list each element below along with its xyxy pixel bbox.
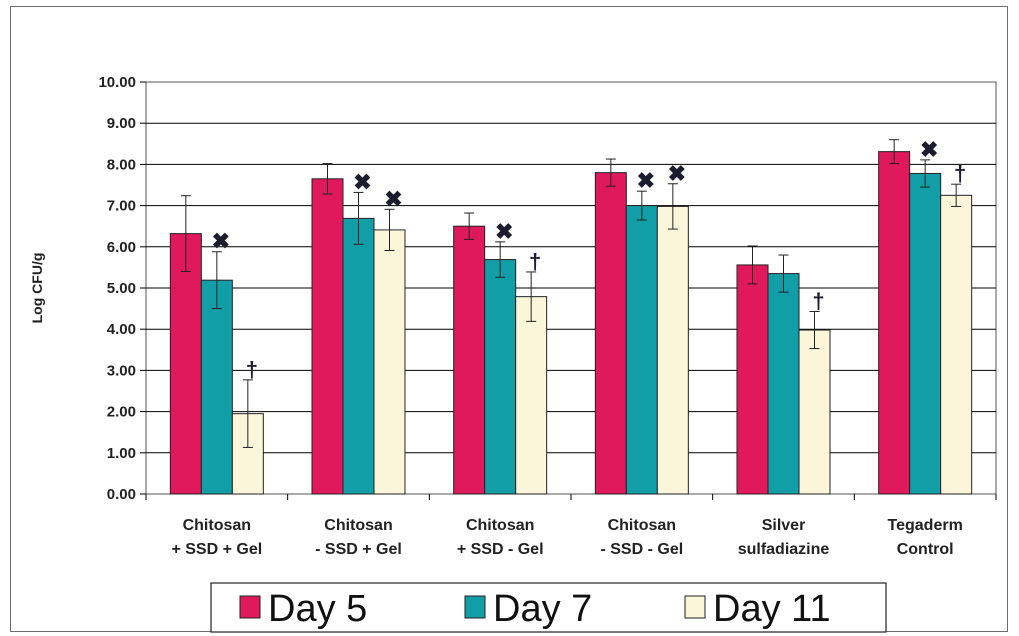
bar (594, 172, 627, 495)
bar (373, 229, 406, 495)
significance-marker: ✖ (920, 137, 938, 162)
x-category-label: Tegaderm (888, 517, 963, 534)
legend-swatch (684, 595, 706, 619)
x-category-label: Chitosan (183, 517, 251, 534)
legend-label: Day 11 (713, 588, 831, 630)
y-tick-label: 8.00 (107, 156, 136, 173)
y-tick-label: 10.00 (98, 74, 136, 91)
bar (736, 264, 769, 495)
y-tick-label: 4.00 (107, 321, 136, 338)
y-tick-label: 0.00 (107, 486, 136, 503)
y-tick-label: 3.00 (107, 362, 136, 379)
significance-marker: ✖ (384, 186, 402, 211)
significance-marker: ✖ (212, 229, 230, 254)
bar (878, 151, 911, 495)
x-category-label: sulfadiazine (738, 541, 830, 558)
y-tick-label: 9.00 (107, 115, 136, 132)
y-tick-label: 5.00 (107, 280, 136, 297)
bar (798, 329, 831, 495)
x-category-label: + SSD - Gel (457, 541, 544, 558)
bar (625, 205, 658, 495)
bar (169, 233, 202, 495)
bar (767, 273, 800, 495)
bar (484, 259, 517, 495)
significance-marker: † (529, 249, 541, 274)
y-tick-label: 2.00 (107, 404, 136, 421)
bar (656, 205, 689, 495)
x-category-label: Control (897, 541, 954, 558)
significance-marker: ✖ (353, 169, 371, 194)
bar (342, 217, 375, 495)
x-category-label: Silver (762, 517, 806, 534)
legend-label: Day 7 (493, 588, 592, 630)
bar (909, 172, 942, 495)
x-category-label: Chitosan (466, 517, 534, 534)
legend-swatch (464, 595, 486, 619)
significance-marker: † (812, 288, 824, 313)
x-category-label: - SSD + Gel (315, 541, 402, 558)
bar (515, 296, 548, 495)
y-axis-label: Log CFU/g (29, 253, 45, 324)
legend-box (210, 582, 887, 633)
legend-swatch (239, 595, 261, 619)
significance-marker: ✖ (495, 219, 513, 244)
bar (200, 279, 233, 495)
legend-label: Day 5 (268, 588, 367, 630)
significance-marker: ✖ (637, 168, 655, 193)
bar (940, 194, 973, 495)
bar (453, 225, 486, 495)
y-tick-label: 7.00 (107, 198, 136, 215)
significance-marker: ✖ (668, 161, 686, 186)
y-tick-label: 1.00 (107, 445, 136, 462)
significance-marker: † (954, 161, 966, 186)
x-category-label: Chitosan (324, 517, 392, 534)
x-category-label: + SSD + Gel (171, 541, 262, 558)
bar (311, 178, 344, 495)
x-category-label: Chitosan (608, 517, 676, 534)
significance-marker: † (246, 357, 258, 382)
y-tick-label: 6.00 (107, 239, 136, 256)
x-category-label: - SSD - Gel (600, 541, 683, 558)
